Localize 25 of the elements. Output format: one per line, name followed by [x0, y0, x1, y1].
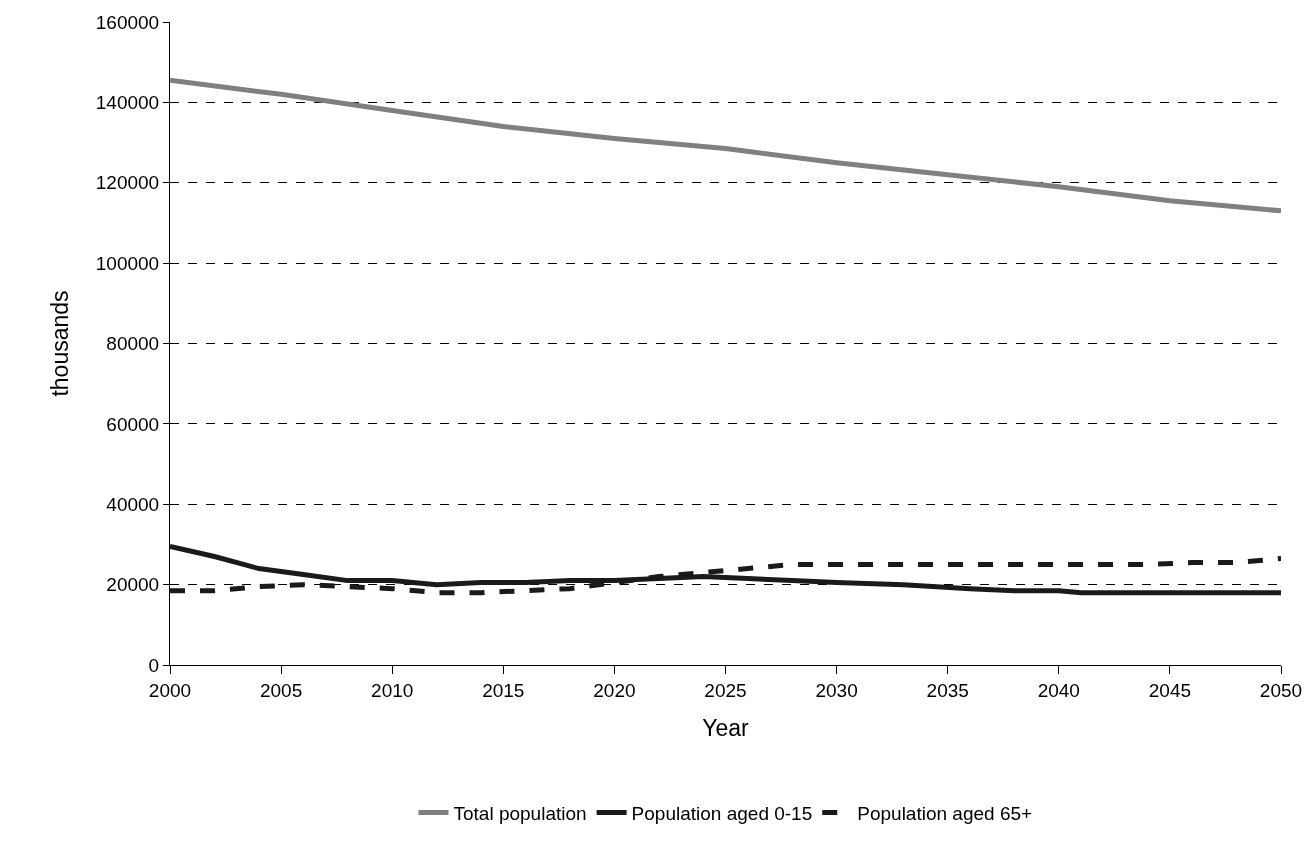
legend-label: Total population [453, 802, 587, 824]
x-tick-label: 2035 [926, 679, 969, 701]
x-tick-label: 2005 [259, 679, 303, 701]
x-tick-label: 2025 [704, 679, 747, 701]
y-tick-label: 160000 [95, 11, 160, 33]
y-tick-label: 120000 [95, 172, 160, 194]
y-tick-label: 60000 [106, 413, 160, 435]
y-tick-label: 20000 [106, 574, 160, 596]
x-tick-label: 2050 [1259, 679, 1303, 701]
x-tick-label: 2045 [1148, 679, 1192, 701]
y-tick-label: 140000 [95, 92, 160, 114]
y-tick-label: 80000 [106, 333, 160, 355]
x-tick-label: 2020 [593, 679, 636, 701]
y-tick-label: 40000 [106, 493, 160, 515]
x-axis-title: Year [702, 715, 750, 742]
y-axis-title: thousands [47, 290, 74, 397]
legend-label: Population aged 65+ [857, 802, 1033, 824]
y-tick-label: 0 [148, 654, 160, 676]
legend-label: Population aged 0-15 [631, 802, 813, 824]
x-tick-label: 2030 [815, 679, 858, 701]
x-tick-label: 2040 [1037, 679, 1080, 701]
x-tick-label: 2000 [148, 679, 192, 701]
y-tick-label: 100000 [95, 252, 160, 274]
x-tick-label: 2015 [482, 679, 525, 701]
x-tick-label: 2010 [371, 679, 414, 701]
